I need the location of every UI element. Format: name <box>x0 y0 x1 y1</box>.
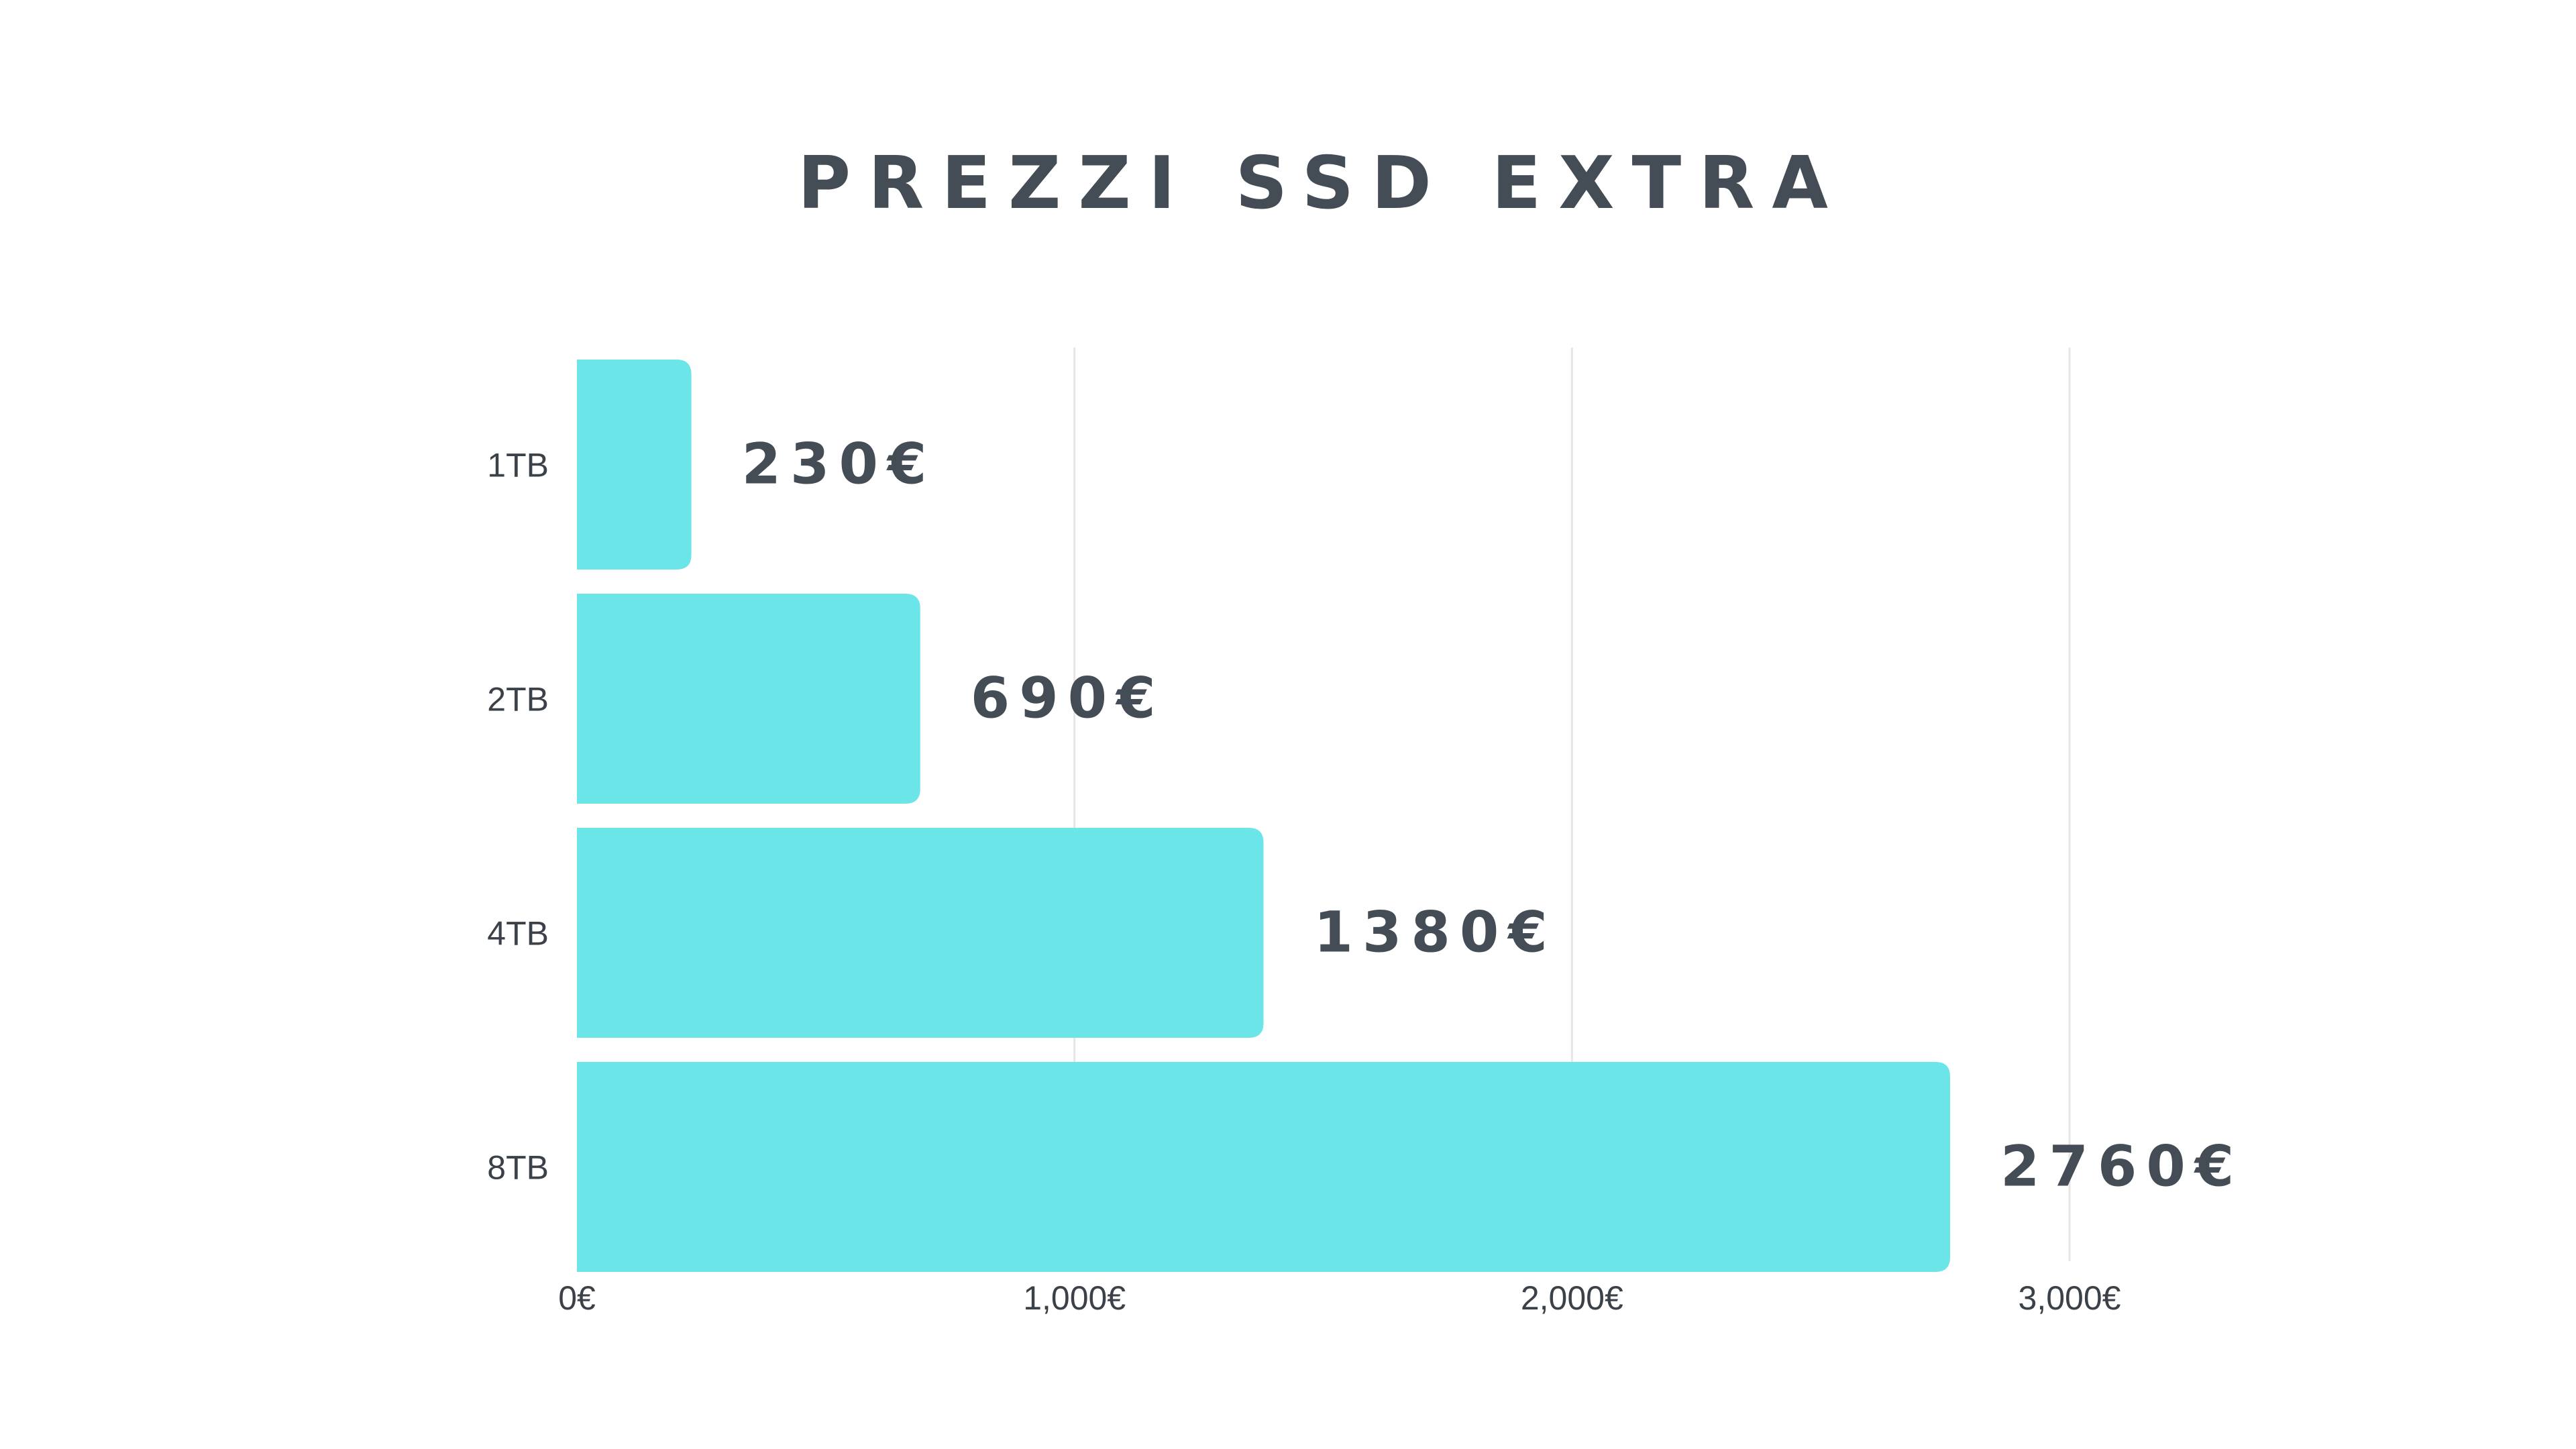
category-labels: 1TB 2TB 4TB 8TB <box>487 447 549 1187</box>
x-axis-ticks: 0€ 1,000€ 2,000€ 3,000€ <box>558 1279 2121 1317</box>
bar-2tb <box>577 594 920 804</box>
category-label-4tb: 4TB <box>487 915 549 953</box>
bar-1tb <box>577 360 692 570</box>
x-tick-label-3: 3,000€ <box>2019 1279 2121 1317</box>
x-tick-label-0: 0€ <box>558 1279 596 1317</box>
value-label-1tb: 230€ <box>742 431 936 497</box>
value-label-8tb: 2760€ <box>2000 1134 2243 1199</box>
bar-4tb <box>577 828 1264 1038</box>
bars <box>577 360 1950 1272</box>
category-label-2tb: 2TB <box>487 681 549 718</box>
chart-title: PREZZI SSD EXTRA <box>798 142 1845 225</box>
category-label-1tb: 1TB <box>487 447 549 484</box>
value-label-4tb: 1380€ <box>1314 900 1557 965</box>
value-label-2tb: 690€ <box>971 665 1165 731</box>
x-tick-label-2: 2,000€ <box>1521 1279 1623 1317</box>
value-labels: 230€ 690€ 1380€ 2760€ <box>742 431 2243 1199</box>
category-label-8tb: 8TB <box>487 1149 549 1187</box>
bar-8tb <box>577 1062 1950 1272</box>
x-tick-label-1: 1,000€ <box>1023 1279 1126 1317</box>
